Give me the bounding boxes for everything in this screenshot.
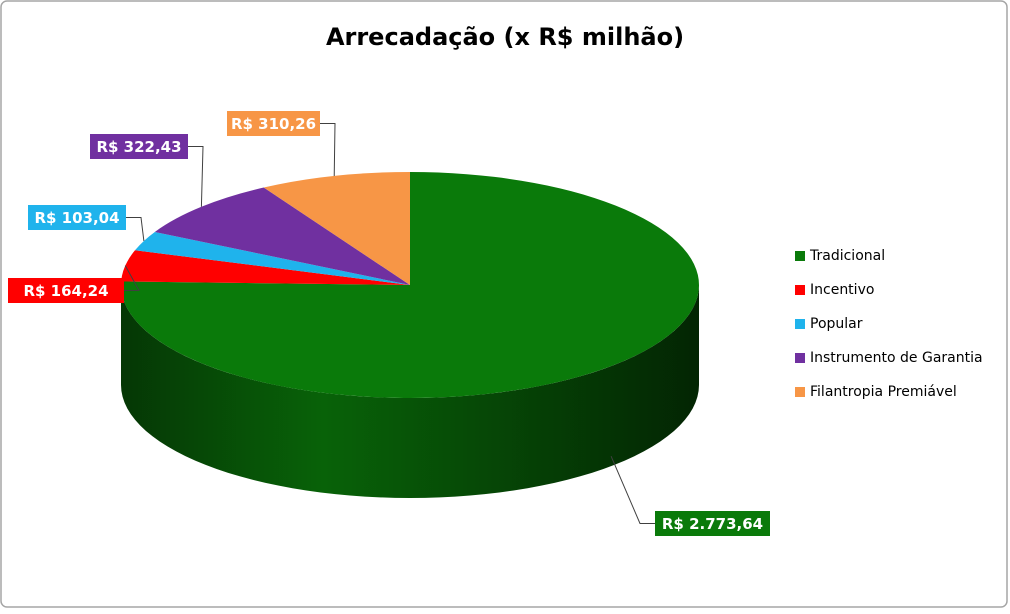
slice (121, 250, 410, 285)
legend-label: Incentivo (810, 282, 874, 298)
slice (134, 231, 411, 285)
chart-title: Arrecadação (x R$ milhão) (326, 23, 684, 51)
leader-line (126, 217, 145, 241)
slice (154, 187, 410, 285)
legend-swatch (795, 251, 805, 261)
slice-side (121, 285, 699, 498)
legend-swatch (795, 285, 805, 295)
legend-label: Popular (810, 316, 863, 332)
slice (263, 172, 410, 285)
data-label-box (28, 205, 126, 230)
leader-line (610, 455, 655, 524)
data-label: R$ 164,24 (23, 282, 108, 300)
legend-label: Tradicional (809, 248, 885, 264)
legend-label: Filantropia Premiável (810, 384, 957, 400)
data-label-box (655, 511, 770, 536)
leader-line (124, 265, 140, 291)
data-label: R$ 103,04 (34, 209, 119, 227)
legend-label: Instrumento de Garantia (810, 350, 983, 366)
leader-line (320, 123, 336, 176)
data-label: R$ 2.773,64 (662, 515, 763, 533)
legend-swatch (795, 319, 805, 329)
data-label-box (90, 134, 188, 159)
data-label-box (227, 111, 320, 136)
data-label: R$ 310,26 (231, 115, 316, 133)
leader-line (188, 146, 204, 207)
legend-swatch (795, 387, 805, 397)
data-label: R$ 322,43 (96, 138, 181, 156)
data-label-box (8, 278, 124, 303)
slice (121, 172, 700, 398)
legend-swatch (795, 353, 805, 363)
